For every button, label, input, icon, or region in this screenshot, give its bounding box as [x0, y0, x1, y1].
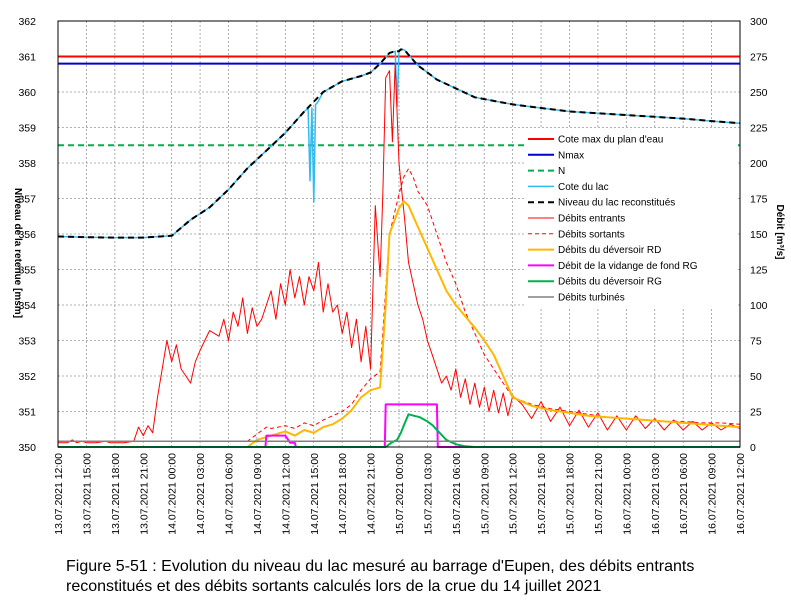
- x-tick-label: 13.07.2021 21:00: [138, 453, 150, 535]
- left-tick-label: 354: [18, 300, 36, 312]
- right-axis-label-text: Débit [m³/s]: [774, 205, 785, 260]
- right-tick-label: 250: [750, 87, 768, 99]
- left-tick-label: 357: [18, 194, 36, 206]
- left-tick-label: 356: [18, 229, 36, 241]
- legend-label: Nmax: [558, 150, 584, 161]
- x-tick-label: 16.07.2021 03:00: [650, 453, 662, 535]
- x-tick-label: 15.07.2021 18:00: [565, 453, 577, 535]
- x-tick-label: 14.07.2021 03:00: [195, 453, 207, 535]
- legend-label: Niveau du lac reconstitués: [558, 198, 675, 209]
- right-axis-label: Débit [m³/s]: [774, 205, 785, 260]
- left-tick-label: 362: [18, 16, 36, 28]
- right-tick-label: 275: [750, 52, 768, 64]
- legend-label: Débits du déversoir RG: [558, 277, 662, 288]
- right-tick-label: 225: [750, 123, 768, 135]
- x-tick-label: 14.07.2021 00:00: [167, 453, 179, 535]
- series-line: [58, 403, 740, 448]
- left-tick-label: 352: [18, 371, 36, 383]
- right-tick-label: 200: [750, 158, 768, 170]
- right-tick-label: 175: [750, 194, 768, 206]
- legend-box: [524, 129, 738, 307]
- x-tick-label: 14.07.2021 06:00: [224, 453, 236, 535]
- x-tick-label: 13.07.2021 12:00: [53, 453, 65, 535]
- x-tick-label: 16.07.2021 00:00: [621, 453, 633, 535]
- figure-caption: Figure 5-51 : Evolution du niveau du lac…: [66, 557, 786, 597]
- legend-label: Débits entrants: [558, 214, 625, 225]
- x-tick-label: 15.07.2021 15:00: [536, 453, 548, 535]
- caption-line-2: reconstitués et des débits sortants calc…: [66, 578, 602, 595]
- x-tick-label: 14.07.2021 21:00: [366, 453, 378, 535]
- x-tick-label: 15.07.2021 03:00: [422, 453, 434, 535]
- left-tick-label: 358: [18, 158, 36, 170]
- left-tick-label: 350: [18, 442, 36, 454]
- x-tick-label: 16.07.2021 09:00: [707, 453, 719, 535]
- plot-frame: [57, 20, 741, 448]
- left-tick-label: 361: [18, 52, 36, 64]
- x-tick-label: 14.07.2021 18:00: [337, 453, 349, 535]
- left-tick-label: 355: [18, 265, 36, 277]
- series-line: [58, 200, 741, 448]
- left-axis-label: Niveau de la retenue [msm]: [12, 188, 23, 318]
- right-tick-label: 125: [750, 265, 768, 277]
- legend-label: Débit de la vidange de fond RG: [558, 261, 698, 272]
- x-tick-label: 14.07.2021 12:00: [280, 453, 292, 535]
- right-axis-ticks: 0 25 50 75 100 125 150 175 200 225 250 275 300: [750, 16, 768, 454]
- x-tick-label: 15.07.2021 00:00: [394, 453, 406, 535]
- right-tick-label: 300: [750, 16, 768, 28]
- right-tick-label: 50: [750, 371, 762, 383]
- legend-label: N: [558, 166, 565, 177]
- x-axis-ticks: 13.07.2021 12:00 13.07.2021 15:00 13.07.20…: [53, 453, 747, 535]
- right-tick-label: 0: [750, 442, 756, 454]
- x-tick-label: 14.07.2021 09:00: [252, 453, 264, 535]
- series-line: [58, 63, 741, 444]
- legend-label: Débits du déversoir RD: [558, 245, 661, 256]
- right-tick-label: 150: [750, 229, 768, 241]
- x-tick-label: 15.07.2021 12:00: [508, 453, 520, 535]
- legend: Cote max du plan d'eau Nmax N Cote du lac Ni…: [524, 129, 738, 307]
- right-tick-label: 75: [750, 336, 762, 348]
- left-axis-ticks: 350 351 352 353 354 355 356 357 358 359 360 361 362: [18, 16, 36, 454]
- x-tick-label: 13.07.2021 18:00: [110, 453, 122, 535]
- legend-label: Débits turbinés: [558, 293, 625, 304]
- legend-label: Cote max du plan d'eau: [558, 135, 663, 146]
- x-tick-label: 16.07.2021 12:00: [735, 453, 747, 535]
- x-tick-label: 14.07.2021 15:00: [309, 453, 321, 535]
- x-tick-label: 13.07.2021 15:00: [81, 453, 93, 535]
- legend-label: Débits sortants: [558, 229, 625, 240]
- x-tick-label: 16.07.2021 06:00: [678, 453, 690, 535]
- left-tick-label: 359: [18, 123, 36, 135]
- x-tick-label: 15.07.2021 21:00: [593, 453, 605, 535]
- right-tick-label: 100: [750, 300, 768, 312]
- caption-line-1: Figure 5-51 : Evolution du niveau du lac…: [66, 558, 695, 575]
- right-tick-label: 25: [750, 407, 762, 419]
- legend-label: Cote du lac: [558, 182, 609, 193]
- x-tick-label: 15.07.2021 06:00: [451, 453, 463, 535]
- left-tick-label: 360: [18, 87, 36, 99]
- series-line: [57, 48, 741, 239]
- x-tick-label: 15.07.2021 09:00: [479, 453, 491, 535]
- series-layer: [57, 48, 741, 448]
- left-tick-label: 351: [18, 407, 36, 419]
- left-tick-label: 353: [18, 336, 36, 348]
